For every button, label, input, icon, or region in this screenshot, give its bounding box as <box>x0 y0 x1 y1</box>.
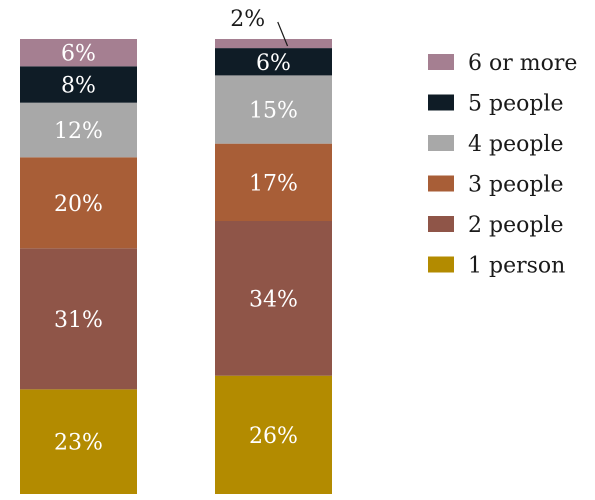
segment-label-4-people-1: 12% <box>54 119 103 144</box>
legend-label-1-person: 1 person <box>468 254 565 279</box>
legend-swatch-5-people <box>428 94 454 111</box>
bar-segment-6-or-more-1 <box>20 39 137 67</box>
bar-segment-3-people-2 <box>215 143 332 221</box>
bar-segment-1-person-1 <box>20 389 137 494</box>
bar-segment-3-people-1 <box>20 157 137 249</box>
bar-segment-5-people-1 <box>20 66 137 103</box>
legend-swatch-2-people <box>428 216 454 232</box>
bar-segment-5-people-2 <box>215 48 332 76</box>
legend-swatch-3-people <box>428 175 454 192</box>
legend-label-6-or-more: 6 or more <box>468 51 577 76</box>
callout-leader-line <box>277 21 289 47</box>
segment-label-2-people-2: 34% <box>249 287 298 312</box>
segment-label-4-people-2: 15% <box>249 99 298 124</box>
callout-label: 2% <box>230 7 265 32</box>
segment-label-6-or-more-1: 6% <box>61 42 96 67</box>
segment-label-5-people-1: 8% <box>61 74 96 99</box>
segment-label-1-person-1: 23% <box>54 431 103 456</box>
segment-label-3-people-1: 20% <box>54 192 103 217</box>
legend-swatch-4-people <box>428 135 454 151</box>
bar-segment-2-people-1 <box>20 248 137 390</box>
bar-segment-6-or-more-2 <box>215 39 332 49</box>
legend-label-3-people: 3 people <box>468 173 563 198</box>
bar-segment-2-people-2 <box>215 221 332 376</box>
bar-segment-4-people-1 <box>20 102 137 158</box>
legend-swatch-1-person <box>428 256 454 273</box>
bar-segment-4-people-2 <box>215 75 332 144</box>
legend-label-5-people: 5 people <box>468 92 563 117</box>
segment-label-3-people-2: 17% <box>249 171 298 196</box>
legend-swatch-6-or-more <box>428 54 454 70</box>
legend-label-4-people: 4 people <box>468 132 563 157</box>
segment-label-1-person-2: 26% <box>249 424 298 449</box>
segment-label-2-people-1: 31% <box>54 308 103 333</box>
segment-label-5-people-2: 6% <box>256 51 291 76</box>
bar-segment-1-person-2 <box>215 375 332 494</box>
legend-label-2-people: 2 people <box>468 213 563 238</box>
